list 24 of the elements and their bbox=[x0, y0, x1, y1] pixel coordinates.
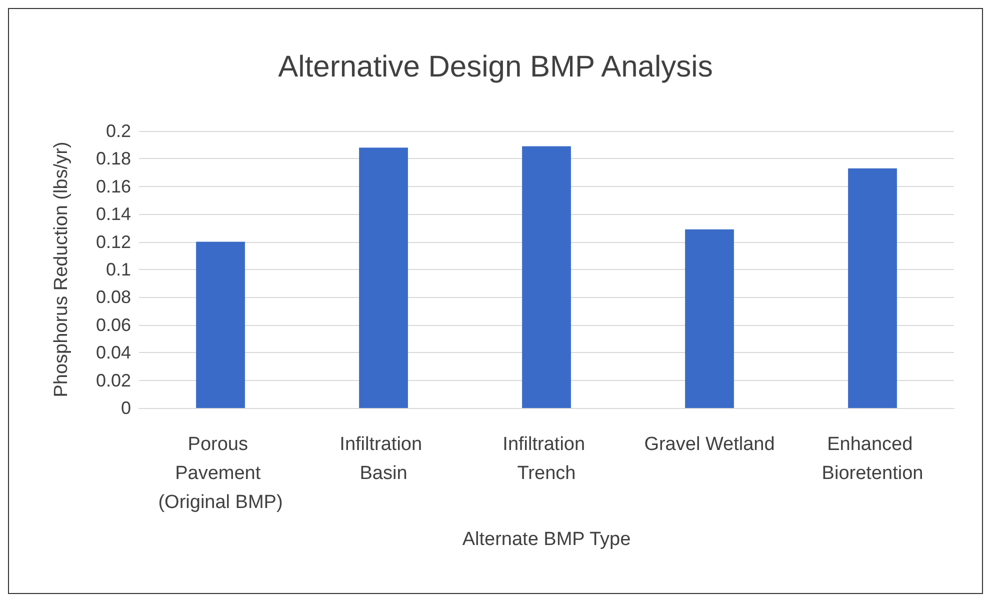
x-tick-label: Infiltration Basin bbox=[340, 434, 428, 484]
x-tick-label: Infiltration Trench bbox=[502, 434, 590, 484]
y-tick-label: 0.16 bbox=[96, 176, 131, 196]
y-axis-title: Phosphorus Reduction (lbs/yr) bbox=[51, 142, 72, 398]
bar bbox=[848, 168, 897, 408]
y-tick-label: 0.1 bbox=[106, 260, 131, 280]
y-tick-label: 0.18 bbox=[96, 148, 131, 169]
y-tick-label: 0.06 bbox=[96, 314, 131, 335]
y-tick-label: 0.14 bbox=[96, 204, 131, 224]
y-tick-label: 0.02 bbox=[96, 370, 131, 390]
y-tick-label: 0 bbox=[120, 398, 131, 418]
y-tick-label: 0.04 bbox=[96, 342, 131, 363]
x-tick-label: Enhanced Bioretention bbox=[822, 434, 924, 484]
bar bbox=[196, 242, 245, 408]
bar bbox=[522, 146, 571, 408]
y-tick-label: 0.12 bbox=[96, 232, 131, 252]
bar bbox=[685, 229, 734, 408]
bar bbox=[359, 148, 408, 408]
x-tick-label: Porous Pavement (Original BMP) bbox=[158, 434, 283, 513]
y-tick-label: 0.2 bbox=[106, 121, 131, 141]
y-tick-label: 0.08 bbox=[96, 287, 131, 308]
x-axis-title: Alternate BMP Type bbox=[462, 529, 631, 550]
x-tick-label: Gravel Wetland bbox=[644, 434, 775, 455]
chart-title: Alternative Design BMP Analysis bbox=[278, 50, 713, 84]
